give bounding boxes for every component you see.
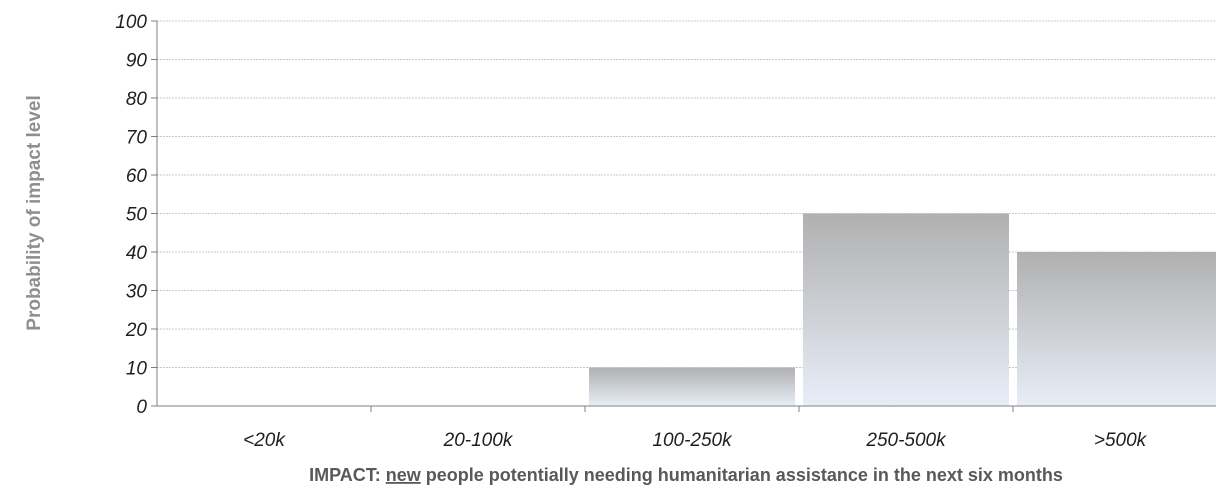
x-tick-label: 100-250k [652, 430, 733, 451]
y-tick-label: 20 [125, 320, 148, 341]
y-tick-label: 40 [126, 243, 148, 264]
y-tick-label: 100 [115, 12, 147, 33]
y-tick-label: 60 [126, 166, 148, 187]
bar [1017, 252, 1216, 406]
bar [803, 213, 1009, 406]
y-tick-label: 0 [136, 397, 147, 418]
x-tick-label: 250-500k [865, 430, 947, 451]
y-tick-label: 30 [126, 282, 148, 303]
x-tick-label: 20-100k [443, 430, 514, 451]
y-tick-label: 80 [126, 89, 148, 110]
x-axis-title: IMPACT: new people potentially needing h… [309, 465, 1063, 485]
x-tick-labels: <20k 20-100k 100-250k 250-500k >500k [243, 406, 1148, 451]
x-axis-title-prefix: IMPACT: [309, 465, 386, 485]
y-tick-label: 50 [126, 205, 148, 226]
y-tick-labels: 0 10 20 30 40 50 60 70 80 90 100 [115, 12, 157, 418]
x-axis-title-emphasis: new [386, 465, 422, 485]
y-tick-label: 90 [126, 51, 148, 72]
y-tick-label: 70 [126, 128, 148, 149]
x-axis-title-suffix: people potentially needing humanitarian … [421, 465, 1063, 485]
y-tick-label: 10 [126, 359, 148, 380]
x-tick-label: >500k [1094, 430, 1148, 451]
bar [589, 367, 795, 406]
x-tick-label: <20k [243, 430, 286, 451]
bars [589, 213, 1216, 406]
y-axis-title: Probability of impact level [24, 95, 45, 330]
